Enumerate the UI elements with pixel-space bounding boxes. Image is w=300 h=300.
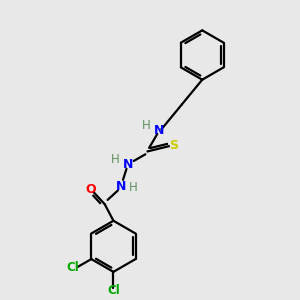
Text: Cl: Cl	[107, 284, 120, 297]
Text: H: H	[111, 153, 120, 166]
Text: N: N	[116, 180, 126, 193]
Text: S: S	[169, 139, 178, 152]
Text: N: N	[123, 158, 133, 171]
Text: Cl: Cl	[66, 261, 79, 274]
Text: H: H	[129, 181, 138, 194]
Text: O: O	[85, 183, 96, 196]
Text: N: N	[154, 124, 164, 137]
Text: H: H	[142, 119, 151, 132]
